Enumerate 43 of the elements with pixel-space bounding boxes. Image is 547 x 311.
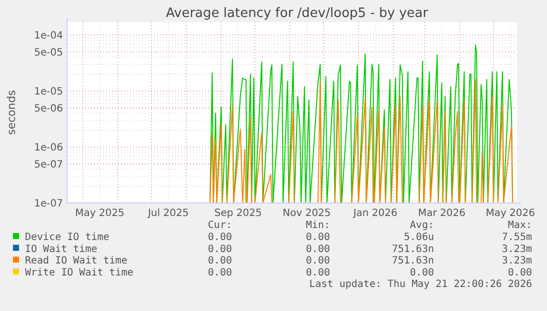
- y-tick-label: 1e-05: [34, 86, 63, 98]
- x-tick-label: May 2025: [75, 208, 124, 219]
- legend-label: Write IO Wait time: [25, 267, 134, 278]
- text: Min:: [306, 220, 330, 232]
- text: 0.00: [208, 256, 232, 267]
- text: 3.23m: [502, 256, 532, 267]
- text: 0.00: [306, 232, 330, 243]
- y-tick-label: 5e-05: [34, 47, 63, 58]
- x-tick-label: Sep 2025: [214, 208, 262, 219]
- x-tick-label: Nov 2025: [282, 208, 331, 219]
- y-tick-label: 5e-06: [34, 103, 63, 114]
- line-series: [209, 44, 514, 204]
- x-tick-label: Mar 2026: [418, 208, 466, 219]
- text: 0.00: [306, 267, 330, 278]
- legend-label: Read IO Wait time: [25, 256, 128, 267]
- text: 0.00: [208, 232, 232, 243]
- line-series: [209, 79, 514, 204]
- text: 751.63n: [392, 244, 434, 255]
- legend-label: IO Wait time: [25, 244, 98, 255]
- text: Max:: [508, 220, 532, 232]
- text: 7.55m: [502, 232, 532, 243]
- text: 3.23m: [502, 244, 532, 255]
- x-tick-label: Jul 2025: [146, 208, 189, 219]
- text: Last update: Thu May 21 22:00:26 2026: [309, 279, 532, 290]
- text: 751.63n: [392, 256, 434, 267]
- x-tick-label: May 2026: [486, 208, 535, 219]
- text: 0.00: [508, 267, 532, 278]
- y-tick-label: 1e-07: [34, 198, 63, 210]
- x-tick-label: Jan 2026: [352, 208, 398, 219]
- y-axis-title: seconds: [5, 90, 18, 135]
- y-tick-label: 1e-06: [34, 142, 63, 154]
- text: Cur:: [208, 220, 232, 232]
- text: 0.00: [208, 267, 232, 278]
- y-tick-label: 5e-07: [34, 159, 63, 170]
- text: 5.06u: [404, 232, 434, 243]
- text: 0.00: [208, 244, 232, 255]
- text: Avg:: [410, 220, 434, 232]
- text: 0.00: [306, 256, 330, 267]
- y-tick-label: 1e-04: [34, 30, 63, 42]
- text: 0.00: [410, 267, 434, 278]
- chart-title: Average latency for /dev/loop5 - by year: [166, 6, 429, 21]
- legend-label: Device IO time: [25, 232, 110, 243]
- text: 0.00: [306, 244, 330, 255]
